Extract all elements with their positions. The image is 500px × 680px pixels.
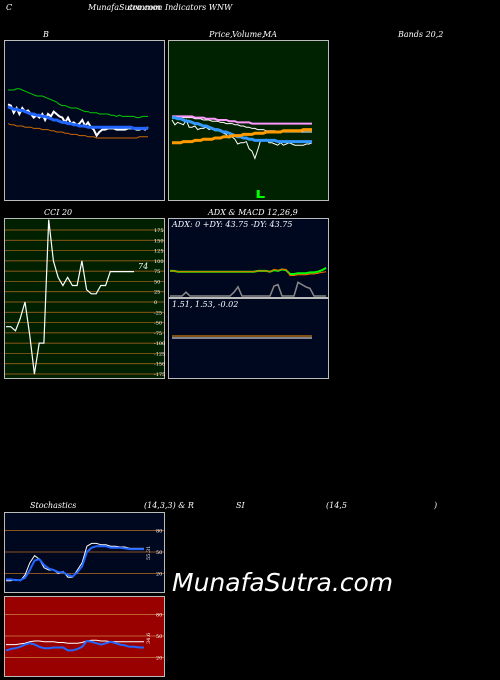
bollinger-series-3 <box>7 123 148 139</box>
rsi-chart: 80 50 20 34.6 <box>4 596 165 677</box>
bollinger-chart <box>4 40 165 201</box>
stochastics-tick-label: 20 <box>156 572 162 578</box>
cci-last-value: 74 <box>138 262 149 271</box>
rsi-tick-label: 80 <box>156 612 162 618</box>
adx-values: ADX: 0 +DY: 43.75 -DY: 43.75 <box>172 220 293 229</box>
price-series-4 <box>172 128 312 145</box>
cci-tick-label: 75 <box>154 269 160 275</box>
rsi-tick-label: 50 <box>156 634 162 640</box>
rsi-frame <box>4 596 165 677</box>
stochastics-frame <box>4 512 165 593</box>
cci-tick-label: -175 <box>154 372 165 378</box>
bands-label: Bands 20,2 <box>398 30 444 39</box>
rsi-series-0 <box>6 639 144 646</box>
cci-line <box>6 219 134 375</box>
page-title: common Indicators WNW <box>128 3 233 12</box>
rsi-close-paren: ) <box>434 501 438 510</box>
site-title: MunafaSutra.com <box>88 3 161 12</box>
rsi-last-value: 34.6 <box>146 633 152 644</box>
ma-label: MA <box>263 30 277 39</box>
adx-macd-label: ADX & MACD 12,26,9 <box>208 208 298 217</box>
cci-tick-label: -125 <box>154 351 165 357</box>
cci-tick-label: 100 <box>154 259 164 265</box>
cci-tick-label: -50 <box>154 321 162 327</box>
cci-tick-label: 50 <box>154 279 160 285</box>
adx-series-2 <box>170 281 326 297</box>
stochastics-tick-label: 80 <box>156 528 162 534</box>
cci-tick-label: -150 <box>154 362 165 368</box>
rsi-params: (14,5 <box>326 501 347 510</box>
cci-tick-label: 175 <box>154 228 164 234</box>
volume-label: Volume, <box>232 30 265 39</box>
volume-base <box>256 196 265 198</box>
cci-tick-label: 0 <box>154 300 157 306</box>
watermark: MunafaSutra.com <box>172 568 394 597</box>
volume-bar <box>256 190 260 198</box>
rsi-label: SI <box>236 501 245 510</box>
cci-tick-label: 150 <box>154 238 164 244</box>
stochastics-last-value: 55.31 <box>146 546 152 560</box>
price-frame <box>168 40 329 201</box>
stochastics-label: Stochastics <box>30 501 77 510</box>
cci-tick-label: 25 <box>154 290 160 296</box>
bollinger-frame <box>4 40 165 201</box>
price-volume-chart <box>168 40 329 201</box>
stochastics-series-1 <box>6 545 144 582</box>
cci-tick-label: 125 <box>154 249 164 255</box>
price-series-3 <box>172 116 312 144</box>
rsi-tick-label: 20 <box>156 656 162 662</box>
cci-label: CCI 20 <box>44 208 73 217</box>
bollinger-series-2 <box>7 105 148 130</box>
bollinger-label: B <box>43 30 49 39</box>
cci-frame <box>4 218 165 379</box>
macd-chart <box>168 298 329 379</box>
cci-tick-label: -75 <box>154 331 162 337</box>
bollinger-series-0 <box>8 88 148 119</box>
stochastics-tick-label: 50 <box>156 550 162 556</box>
stochastics-params: (14,3,3) & R <box>144 501 194 510</box>
price-series-2 <box>172 115 312 125</box>
adx-series-1 <box>170 268 327 276</box>
cci-tick-label: -25 <box>154 310 162 316</box>
stochastics-chart: 80 50 20 55.31 <box>4 512 165 593</box>
cci-chart: 175 150 125 100 75 50 25 0 -25 -50 -75 -100 -125 -150… <box>4 218 165 379</box>
cci-tick-label: -100 <box>154 341 165 347</box>
price-label: Price, <box>209 30 233 39</box>
rsi-series-1 <box>5 639 144 652</box>
adx-chart <box>168 218 329 298</box>
macd-values: 1.51, 1.53, -0.02 <box>172 300 239 309</box>
corner-label: C <box>6 3 13 12</box>
